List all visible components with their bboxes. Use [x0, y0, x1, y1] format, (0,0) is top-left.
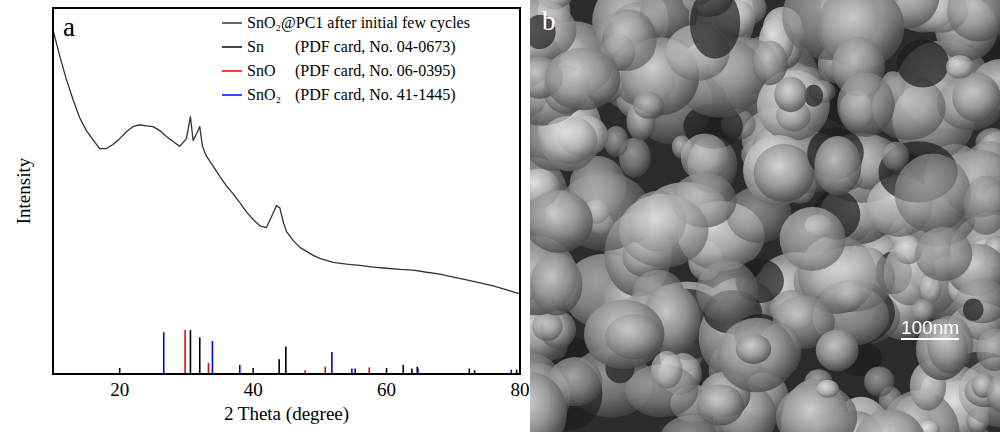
reference-peak: [184, 330, 186, 374]
plot-frame: [53, 8, 520, 374]
sem-particle: [837, 73, 894, 137]
sem-particle: [855, 409, 925, 432]
panel-label: a: [63, 12, 75, 42]
sem-particle: [530, 190, 593, 253]
reference-peak: [331, 352, 333, 374]
reference-peak: [199, 337, 201, 374]
x-tick-label: 60: [377, 379, 396, 400]
x-tick-label: 20: [110, 379, 129, 400]
sem-particle: [976, 329, 1000, 372]
sem-particle: [584, 300, 665, 370]
sem-particle: [531, 253, 583, 316]
sem-particle: [780, 207, 846, 271]
reference-peak: [278, 359, 280, 374]
legend-label: SnO: [247, 62, 275, 79]
sem-particle: [952, 73, 1000, 122]
sem-particle: [604, 126, 628, 157]
scale-bar: [901, 338, 959, 340]
y-axis-title: Intensity: [13, 157, 34, 224]
sem-background: [530, 0, 1000, 432]
panel-label: b: [542, 6, 556, 36]
sem-particle: [717, 318, 796, 392]
sem-particle: [696, 260, 758, 323]
legend-pdf-card: (PDF card, No. 04-0673): [295, 38, 455, 56]
sem-particle: [964, 176, 1000, 235]
x-tick-label: 80: [511, 379, 530, 400]
legend-swatch: [222, 94, 242, 96]
sem-particle: [690, 0, 740, 59]
plot-background: [53, 8, 520, 374]
sem-particle: [619, 194, 709, 268]
figure: 20 40 60 80 2 Theta (degree) Intensity a SnO₂@P…: [0, 0, 1000, 432]
sem-particle: [774, 77, 807, 112]
scale-bar-label: 100nm: [901, 317, 959, 338]
sem-particle: [897, 40, 949, 88]
sem-image: [530, 0, 1000, 432]
x-tick: [519, 368, 521, 374]
sem-particle: [814, 136, 861, 196]
reference-peak: [416, 367, 418, 374]
legend: SnO₂@PC1 after initial few cycles Sn SnO Sn…: [222, 14, 470, 104]
x-tick: [252, 368, 254, 374]
sem-particle: [946, 55, 974, 78]
sem-particle: [541, 116, 597, 164]
sem-particle: [605, 314, 663, 359]
sem-particle: [754, 144, 815, 202]
sem-particle: [816, 380, 839, 398]
sem-particle: [864, 366, 894, 396]
sem-particle: [882, 142, 909, 171]
sem-particle: [545, 48, 621, 110]
sem-particle: [651, 351, 683, 389]
x-tick-label: 40: [244, 379, 263, 400]
sem-particle: [736, 334, 771, 364]
sem-particle: [532, 312, 563, 341]
x-axis-title: 2 Theta (degree): [224, 403, 349, 425]
sem-particle: [963, 299, 984, 321]
legend-swatch: [222, 46, 242, 48]
reference-peak: [212, 341, 214, 374]
sem-particle: [530, 372, 567, 432]
sem-particle: [776, 384, 858, 432]
reference-peak: [190, 330, 192, 374]
legend-label: SnO₂: [247, 86, 281, 103]
sem-particle: [955, 279, 1000, 323]
reference-peak: [163, 332, 165, 374]
legend-swatch: [222, 70, 242, 72]
legend-swatch: [222, 22, 242, 24]
sem-particle: [915, 227, 972, 281]
sem-particle: [816, 330, 859, 372]
reference-peak: [324, 367, 326, 374]
legend-label: SnO₂@PC1 after initial few cycles: [247, 14, 470, 32]
plot-marks: [53, 30, 520, 374]
legend-pdf-card: (PDF card, No. 41-1445): [295, 86, 455, 104]
x-tick: [119, 368, 121, 374]
legend-label: Sn: [247, 38, 264, 55]
legend-pdf-card: (PDF card, No. 06-0395): [295, 62, 455, 80]
sem-particle: [987, 375, 1000, 412]
sem-particle: [947, 0, 1000, 42]
reference-peak: [239, 365, 241, 374]
sem-particle: [752, 41, 787, 86]
reference-peak: [402, 365, 404, 374]
reference-peak: [285, 347, 287, 374]
sem-particle: [697, 385, 744, 426]
sem-particle: [633, 92, 664, 119]
reference-peak: [208, 363, 210, 374]
x-tick: [386, 368, 388, 374]
xrd-curve: [53, 30, 520, 294]
